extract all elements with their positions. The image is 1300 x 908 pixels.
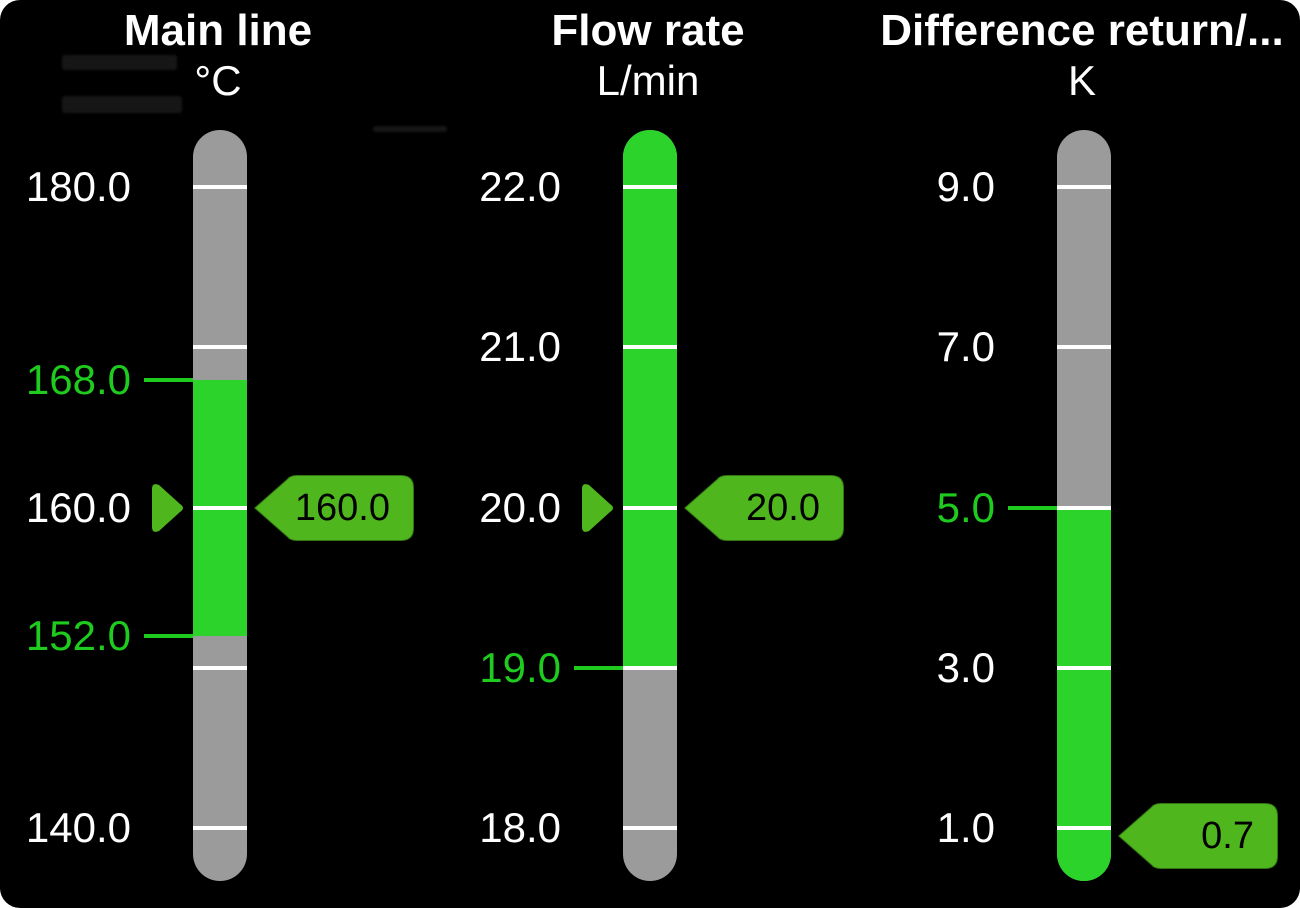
- value-badge-arrow-icon: [1116, 802, 1279, 870]
- low-limit-label: 19.0: [479, 644, 561, 691]
- high-limit-marker: [144, 378, 193, 382]
- tick-mark: [193, 185, 247, 189]
- scale-label: 20.0: [479, 484, 561, 531]
- normal-range-zone: [623, 130, 677, 668]
- tick-mark: [623, 185, 677, 189]
- tick-mark: [623, 826, 677, 830]
- gauge-flow-rate: Flow rate L/min 22.0 21.0 20.0 19.0 18.0…: [430, 0, 866, 908]
- low-limit-label: 152.0: [25, 612, 131, 659]
- value-badge: 160.0: [252, 473, 416, 543]
- gauge-title: Difference return/...: [880, 6, 1284, 55]
- value-pointer-icon[interactable]: [577, 480, 615, 536]
- low-limit-marker: [574, 666, 623, 670]
- ghost-artifact: [62, 55, 177, 70]
- tick-mark: [193, 826, 247, 830]
- tick-mark: [193, 345, 247, 349]
- tick-mark: [1057, 506, 1111, 510]
- ghost-artifact: [373, 126, 447, 132]
- gauge-unit: K: [1067, 57, 1096, 104]
- high-limit-label: 5.0: [936, 484, 995, 531]
- tick-mark: [193, 666, 247, 670]
- gauge-bar: [1057, 130, 1111, 881]
- tick-mark: [623, 506, 677, 510]
- tick-mark: [1057, 666, 1111, 670]
- tick-mark: [1057, 826, 1111, 830]
- value-badge-arrow-icon: [252, 474, 415, 542]
- tick-mark: [1057, 185, 1111, 189]
- scale-label: 3.0: [936, 644, 995, 691]
- value-readout: 160.0: [294, 487, 390, 529]
- tick-mark: [1057, 345, 1111, 349]
- gauge-bar: [193, 130, 247, 881]
- value-badge: 20.0: [682, 473, 846, 543]
- gauge-title: Flow rate: [551, 6, 745, 55]
- scale-label: 21.0: [479, 323, 561, 370]
- high-limit-marker: [1008, 506, 1057, 510]
- scale-label: 22.0: [479, 163, 561, 210]
- value-readout: 0.7: [1201, 815, 1254, 857]
- scale-label: 1.0: [936, 804, 995, 851]
- gauge-main-line: Main line °C 180.0 168.0 160.0 152.0 140…: [0, 0, 447, 908]
- gauge-unit: °C: [194, 57, 242, 104]
- value-badge: 0.7: [1116, 801, 1280, 871]
- normal-range-zone: [1057, 508, 1111, 881]
- value-pointer-icon[interactable]: [147, 480, 185, 536]
- scale-label: 9.0: [936, 163, 995, 210]
- low-limit-marker: [144, 634, 193, 638]
- tick-mark: [193, 506, 247, 510]
- value-badge-arrow-icon: [682, 474, 845, 542]
- scale-label: 18.0: [479, 804, 561, 851]
- scale-label: 140.0: [25, 804, 131, 851]
- high-limit-label: 168.0: [25, 356, 131, 403]
- value-readout: 20.0: [746, 487, 820, 529]
- scale-label: 7.0: [936, 323, 995, 370]
- scale-label: 180.0: [25, 163, 131, 210]
- scale-label: 160.0: [25, 484, 131, 531]
- gauge-difference-return: Difference return/... K 9.0 7.0 5.0 3.0 …: [864, 0, 1300, 908]
- tick-mark: [623, 345, 677, 349]
- gauge-title: Main line: [123, 6, 313, 55]
- gauge-unit: L/min: [596, 57, 700, 104]
- gauge-bar: [623, 130, 677, 881]
- ghost-artifact: [62, 96, 182, 113]
- tick-mark: [623, 666, 677, 670]
